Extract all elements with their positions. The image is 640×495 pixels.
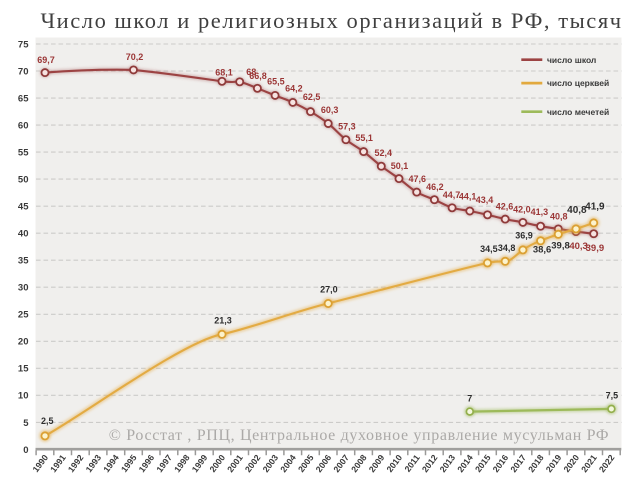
svg-text:7,5: 7,5 — [606, 391, 619, 401]
svg-text:© Росстат , РПЦ, Центральное д: © Росстат , РПЦ, Центральное духовное уп… — [109, 427, 609, 444]
svg-text:Число школ и религиозных орган: Число школ и религиозных организаций в Р… — [41, 8, 623, 33]
svg-text:70,2: 70,2 — [126, 52, 144, 62]
svg-text:10: 10 — [18, 391, 29, 402]
svg-text:45: 45 — [18, 202, 29, 213]
svg-text:42,0: 42,0 — [513, 204, 531, 214]
svg-text:34,8: 34,8 — [498, 243, 516, 253]
svg-text:число школ: число школ — [547, 55, 596, 65]
svg-text:57,3: 57,3 — [338, 121, 356, 131]
svg-text:47,6: 47,6 — [409, 174, 427, 184]
svg-text:55,1: 55,1 — [355, 133, 373, 143]
svg-text:40,8: 40,8 — [567, 205, 587, 216]
svg-text:69,7: 69,7 — [37, 55, 55, 65]
svg-text:21,3: 21,3 — [214, 316, 232, 326]
svg-text:34,5: 34,5 — [480, 244, 498, 254]
svg-text:43,4: 43,4 — [476, 195, 494, 205]
svg-text:65,5: 65,5 — [267, 77, 285, 87]
svg-text:60: 60 — [18, 121, 29, 132]
svg-text:40: 40 — [18, 229, 29, 240]
svg-text:41,9: 41,9 — [585, 202, 605, 213]
svg-text:50: 50 — [18, 175, 29, 186]
svg-text:35: 35 — [18, 256, 29, 267]
svg-text:44,7: 44,7 — [443, 190, 461, 200]
svg-text:38,6: 38,6 — [533, 245, 552, 256]
svg-text:55: 55 — [18, 148, 29, 159]
svg-text:70: 70 — [18, 66, 29, 77]
svg-text:36,9: 36,9 — [515, 230, 533, 240]
svg-text:66,8: 66,8 — [249, 71, 267, 81]
svg-text:25: 25 — [18, 310, 29, 321]
svg-text:2,5: 2,5 — [41, 416, 54, 426]
svg-text:68,1: 68,1 — [215, 67, 233, 77]
svg-text:62,5: 62,5 — [303, 92, 321, 102]
svg-text:46,2: 46,2 — [426, 182, 444, 192]
svg-text:20: 20 — [18, 337, 29, 348]
svg-text:27,0: 27,0 — [320, 285, 338, 295]
svg-text:15: 15 — [18, 364, 29, 375]
svg-text:41,3: 41,3 — [531, 207, 549, 217]
svg-text:30: 30 — [18, 283, 29, 294]
svg-text:42,6: 42,6 — [496, 201, 514, 211]
svg-text:5: 5 — [23, 418, 29, 429]
svg-text:50,1: 50,1 — [391, 161, 409, 171]
svg-text:число церквей: число церквей — [547, 78, 609, 88]
svg-text:39,8: 39,8 — [551, 240, 570, 251]
svg-text:60,3: 60,3 — [321, 105, 339, 115]
svg-text:7: 7 — [467, 394, 472, 404]
svg-text:65: 65 — [18, 94, 29, 105]
svg-text:68: 68 — [246, 67, 256, 77]
svg-text:40,3: 40,3 — [569, 241, 588, 252]
svg-text:40,8: 40,8 — [550, 211, 568, 221]
svg-text:75: 75 — [18, 39, 29, 50]
svg-text:52,4: 52,4 — [375, 148, 393, 158]
svg-text:0: 0 — [23, 445, 28, 456]
svg-text:64,2: 64,2 — [285, 83, 303, 93]
svg-text:39,9: 39,9 — [586, 243, 605, 254]
svg-text:число мечетей: число мечетей — [547, 107, 609, 117]
svg-text:44,1: 44,1 — [459, 192, 477, 202]
